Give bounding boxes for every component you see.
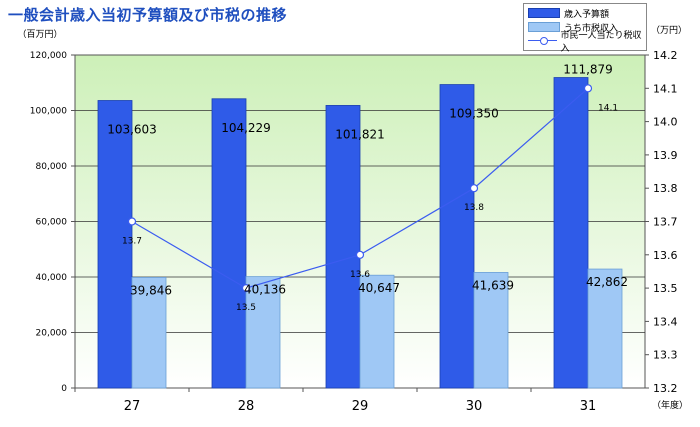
- x-axis-label: （年度）: [652, 399, 688, 411]
- data-label-tax: 39,846: [130, 283, 172, 297]
- line-series: [127, 84, 593, 293]
- y-right-tick-label: 13.9: [653, 149, 678, 162]
- legend: 歳入予算額 うち市税収入 市民一人当たり税収入: [523, 3, 647, 54]
- point-per-capita: [583, 84, 593, 93]
- legend-item-per-capita: 市民一人当たり税収入: [528, 31, 646, 54]
- legend-swatch-tax: [528, 22, 560, 32]
- data-label-per-capita: 13.7: [122, 237, 142, 247]
- legend-line-per-capita: [528, 37, 557, 45]
- bar-revenue: [439, 84, 475, 389]
- x-tick-label: 28: [238, 399, 255, 414]
- y-right-axis-label: （万円）: [651, 25, 687, 36]
- y-right-tick-label: 13.5: [653, 282, 678, 295]
- bar-tax: [245, 276, 281, 389]
- y-left-tick-label: 20,000: [36, 329, 68, 339]
- bar-revenue: [211, 98, 247, 389]
- x-tick-label: 27: [124, 399, 141, 414]
- bar-tax: [359, 274, 395, 389]
- bar-tax: [131, 277, 167, 389]
- data-label-revenue: 111,879: [563, 63, 613, 77]
- y-left-tick-label: 0: [61, 384, 67, 394]
- y-left-axis-label: （百万円）: [17, 29, 62, 40]
- data-label-revenue: 104,229: [221, 121, 271, 135]
- y-left-tick-label: 100,000: [30, 107, 67, 117]
- legend-item-tax: うち市税収入: [528, 20, 618, 34]
- y-right-tick-label: 13.3: [653, 349, 678, 362]
- y-left-tick-label: 60,000: [36, 218, 68, 228]
- y-right-tick-label: 14.1: [653, 82, 678, 95]
- data-label-tax: 41,639: [472, 278, 514, 292]
- x-tick-label: 30: [466, 399, 483, 414]
- point-per-capita: [241, 284, 251, 293]
- y-right-tick-label: 13.8: [653, 182, 678, 195]
- data-label-revenue: 109,350: [449, 107, 499, 121]
- axes: 0 20,000 40,000 60,000 80,000 100,000 120,000 1…: [17, 25, 688, 414]
- y-right-tick-label: 13.7: [653, 216, 678, 229]
- y-right-tick-label: 14.2: [653, 49, 678, 62]
- chart-title: 一般会計歳入当初予算額及び市税の推移: [8, 6, 288, 24]
- data-label-per-capita: 13.5: [236, 303, 256, 313]
- bars: [97, 77, 623, 389]
- legend-label-revenue: 歳入予算額: [564, 9, 610, 20]
- x-tick-label: 29: [352, 399, 369, 414]
- y-right-tick-label: 13.6: [653, 249, 678, 262]
- data-label-tax: 40,136: [244, 283, 286, 297]
- data-labels: 103,60339,846104,22940,136101,82140,6471…: [107, 63, 628, 314]
- point-per-capita: [127, 217, 137, 226]
- legend-label-tax: うち市税収入: [564, 23, 619, 34]
- y-right-tick-label: 13.4: [653, 315, 678, 328]
- data-label-per-capita: 14.1: [598, 103, 618, 113]
- data-label-per-capita: 13.8: [464, 203, 484, 213]
- legend-item-revenue: 歳入予算額: [528, 6, 609, 20]
- data-label-tax: 40,647: [358, 281, 400, 295]
- bar-tax: [473, 272, 509, 389]
- bar-tax: [587, 268, 623, 389]
- bar-revenue: [97, 100, 133, 389]
- y-right-tick-label: 14.0: [653, 116, 678, 129]
- data-label-revenue: 101,821: [335, 127, 385, 141]
- legend-swatch-revenue: [528, 8, 560, 18]
- point-per-capita: [355, 250, 365, 259]
- legend-label-per-capita: 市民一人当たり税収入: [560, 31, 642, 54]
- bar-revenue: [553, 77, 589, 389]
- y-left-tick-label: 80,000: [36, 162, 68, 172]
- y-left-tick-label: 40,000: [36, 273, 68, 283]
- data-label-per-capita: 13.6: [350, 270, 370, 280]
- point-per-capita: [469, 184, 479, 193]
- data-label-tax: 42,862: [586, 275, 628, 289]
- y-left-tick-label: 120,000: [30, 51, 67, 61]
- data-label-revenue: 103,603: [107, 123, 157, 137]
- x-tick-label: 31: [580, 399, 597, 414]
- y-right-tick-label: 13.2: [653, 382, 678, 395]
- bar-revenue: [325, 105, 361, 389]
